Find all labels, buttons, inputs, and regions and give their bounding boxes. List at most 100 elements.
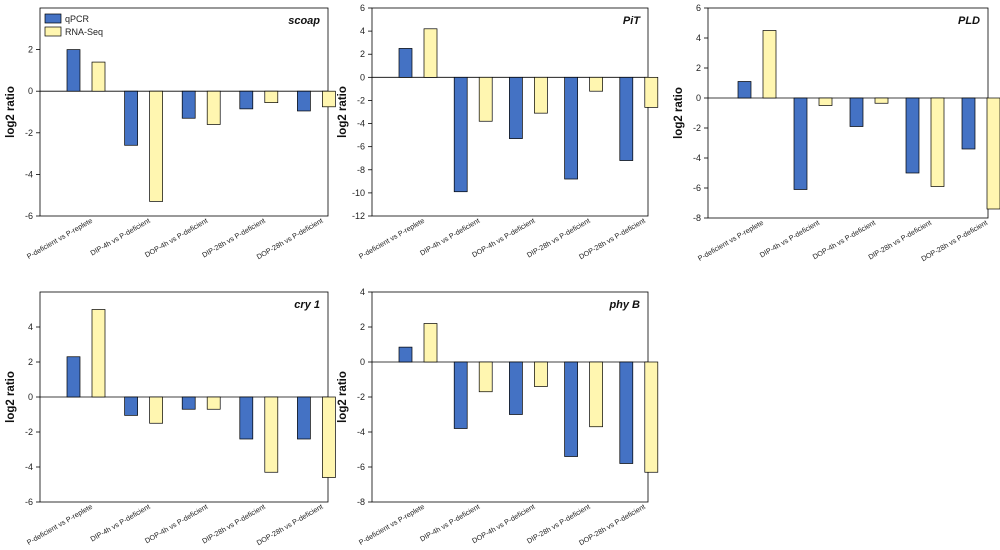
y-tick-label: -4 — [693, 153, 701, 163]
bar-rnaseq-5 — [644, 361, 659, 473]
y-tick-label: -6 — [357, 462, 365, 472]
bar-rnaseq-1 — [91, 309, 106, 398]
bar-rnaseq-4 — [589, 76, 603, 92]
y-tick-label: 4 — [360, 287, 365, 297]
y-tick-label: 0 — [360, 357, 365, 367]
gene-title: PiT — [623, 15, 641, 27]
y-tick-label: -12 — [352, 211, 365, 221]
legend-swatch-rnaseq — [44, 26, 62, 37]
legend-swatch-qpcr — [44, 13, 62, 24]
y-tick-label: -6 — [357, 142, 365, 152]
bar-qpcr-4 — [905, 97, 920, 174]
x-category-label: DOP-4h vs P-deficient — [143, 216, 209, 259]
x-category-label: DOP-4h vs P-deficient — [143, 502, 209, 545]
bar-rnaseq-1 — [423, 28, 438, 78]
bar-rnaseq-1 — [423, 323, 438, 363]
y-tick-label: -4 — [357, 427, 365, 437]
gene-title: PLD — [958, 15, 980, 27]
bar-rnaseq-1 — [91, 61, 106, 92]
y-tick-label: 6 — [696, 3, 701, 13]
y-tick-label: 2 — [360, 322, 365, 332]
bar-qpcr-3 — [509, 361, 523, 415]
y-tick-label: -8 — [357, 165, 365, 175]
y-tick-label: -2 — [693, 123, 701, 133]
bar-rnaseq-2 — [478, 361, 493, 393]
bar-rnaseq-2 — [478, 76, 493, 122]
bar-qpcr-4 — [239, 90, 254, 110]
bar-rnaseq-3 — [206, 90, 221, 125]
y-tick-label: 0 — [360, 72, 365, 82]
bar-qpcr-4 — [564, 361, 578, 457]
bar-qpcr-1 — [398, 48, 413, 78]
x-category-label: P-deficient vs P-replete — [25, 216, 94, 261]
y-axis-label: log2 ratio — [5, 86, 17, 138]
y-tick-label: 0 — [28, 392, 33, 402]
bar-qpcr-2 — [793, 97, 808, 190]
bar-rnaseq-5 — [322, 396, 336, 478]
bar-qpcr-5 — [619, 76, 634, 161]
bar-qpcr-4 — [564, 76, 578, 180]
bar-qpcr-5 — [297, 90, 311, 112]
y-tick-label: -8 — [693, 213, 701, 223]
y-tick-label: -2 — [25, 128, 33, 138]
bar-rnaseq-1 — [762, 30, 777, 99]
bar-rnaseq-3 — [206, 396, 221, 410]
gene-title: scoap — [288, 15, 320, 27]
bar-qpcr-1 — [737, 81, 752, 99]
y-axis-label: log2 ratio — [673, 87, 685, 139]
bar-rnaseq-3 — [534, 76, 548, 114]
bar-qpcr-2 — [124, 90, 138, 146]
y-axis-label: log2 ratio — [337, 371, 349, 423]
y-tick-label: -4 — [357, 119, 365, 129]
chart-panel-2: -12 -10 -8 -6 -4 -2 0 2 4 6 P-deficient vs P-reple… — [337, 3, 659, 261]
x-category-label: P-deficient vs P-replete — [696, 218, 765, 263]
y-tick-label: 6 — [360, 3, 365, 13]
bar-rnaseq-5 — [986, 97, 1000, 210]
bar-qpcr-1 — [66, 356, 81, 398]
y-tick-label: 4 — [360, 26, 365, 36]
y-tick-label: -6 — [25, 497, 33, 507]
bar-rnaseq-4 — [930, 97, 945, 187]
bar-qpcr-4 — [239, 396, 254, 440]
y-axis-label: log2 ratio — [5, 371, 17, 423]
y-axis-label: log2 ratio — [337, 86, 349, 138]
bar-qpcr-5 — [297, 396, 311, 440]
y-tick-label: 2 — [360, 49, 365, 59]
y-tick-label: -2 — [357, 95, 365, 105]
x-category-label: P-deficient vs P-replete — [357, 216, 426, 261]
y-tick-label: -2 — [25, 427, 33, 437]
y-tick-label: -4 — [25, 169, 33, 179]
bar-qpcr-2 — [453, 361, 468, 429]
gene-title: phy B — [608, 299, 640, 311]
bar-rnaseq-2 — [149, 90, 163, 202]
bar-qpcr-2 — [453, 76, 468, 193]
bar-rnaseq-5 — [644, 76, 659, 108]
bar-rnaseq-2 — [818, 97, 833, 106]
y-tick-label: -8 — [357, 497, 365, 507]
y-tick-label: 4 — [696, 33, 701, 43]
bar-rnaseq-5 — [322, 90, 336, 108]
bar-rnaseq-3 — [534, 361, 548, 387]
bar-qpcr-2 — [124, 396, 138, 416]
bar-qpcr-3 — [181, 90, 196, 119]
bar-qpcr-3 — [509, 76, 523, 139]
bar-rnaseq-2 — [149, 396, 163, 424]
x-category-label: P-deficient vs P-replete — [25, 502, 94, 547]
bar-qpcr-1 — [398, 346, 413, 363]
y-tick-label: 2 — [696, 63, 701, 73]
y-tick-label: -4 — [25, 462, 33, 472]
y-tick-label: 0 — [696, 93, 701, 103]
y-tick-label: 0 — [28, 86, 33, 96]
bar-qpcr-5 — [619, 361, 634, 464]
plot-frame — [371, 7, 649, 217]
bar-qpcr-3 — [849, 97, 864, 127]
gene-title: cry 1 — [294, 299, 320, 311]
legend-label: RNA-Seq — [65, 27, 103, 37]
plot-frame — [39, 7, 329, 217]
legend: qPCR RNA-Seq — [44, 13, 103, 37]
